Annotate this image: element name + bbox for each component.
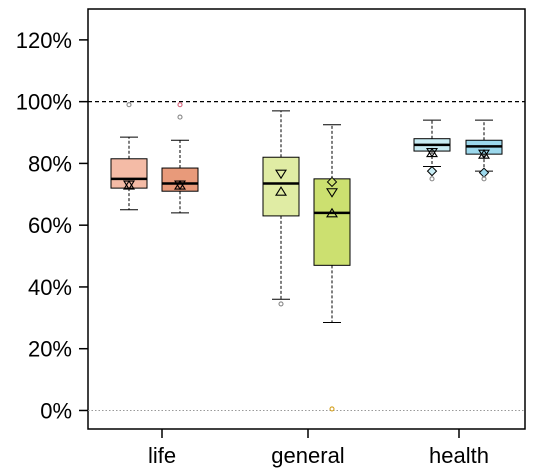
triangle-down-marker	[326, 188, 338, 198]
x-tick-label: health	[429, 443, 489, 468]
x-axis: life general health	[148, 429, 489, 468]
diamond-marker	[426, 165, 438, 177]
outlier-point	[481, 176, 487, 182]
y-tick-label: 100%	[16, 90, 72, 115]
y-axis: 0% 20% 40% 60% 80% 100% 120%	[16, 28, 88, 423]
box-iqr	[110, 158, 148, 189]
triangle-up-marker	[275, 186, 287, 196]
box-general-2	[313, 124, 351, 412]
triangle-up-marker	[326, 207, 338, 218]
box-iqr	[161, 167, 199, 192]
x-tick-label: general	[271, 443, 344, 468]
outlier-point	[177, 102, 183, 108]
outlier-point	[126, 102, 132, 108]
y-tick-label: 60%	[28, 213, 72, 238]
triangle-down-marker	[275, 169, 287, 180]
triangle-up-marker	[426, 147, 438, 158]
y-tick-label: 20%	[28, 337, 72, 362]
y-tick-label: 0%	[40, 398, 72, 423]
triangle-up-marker	[478, 149, 490, 159]
outlier-point	[329, 406, 335, 412]
outlier-point	[177, 114, 183, 120]
x-tick-label: life	[148, 443, 176, 468]
box-general-1	[262, 110, 300, 307]
boxplots	[110, 102, 503, 412]
y-tick-label: 120%	[16, 28, 72, 53]
y-tick-label: 80%	[28, 151, 72, 176]
plot-frame	[87, 8, 526, 430]
triangle-up-marker	[174, 179, 186, 190]
box-life-1	[110, 102, 148, 211]
y-tick-label: 40%	[28, 275, 72, 300]
box-life-2	[161, 102, 199, 214]
outlier-point	[278, 301, 284, 307]
diamond-marker	[326, 176, 338, 188]
diamond-marker	[478, 167, 490, 178]
box-iqr	[313, 178, 351, 266]
box-health-2	[465, 119, 503, 182]
outlier-point	[429, 176, 435, 182]
box-health-1	[413, 119, 451, 182]
triangle-up-marker	[123, 179, 135, 190]
reference-lines	[88, 101, 525, 411]
